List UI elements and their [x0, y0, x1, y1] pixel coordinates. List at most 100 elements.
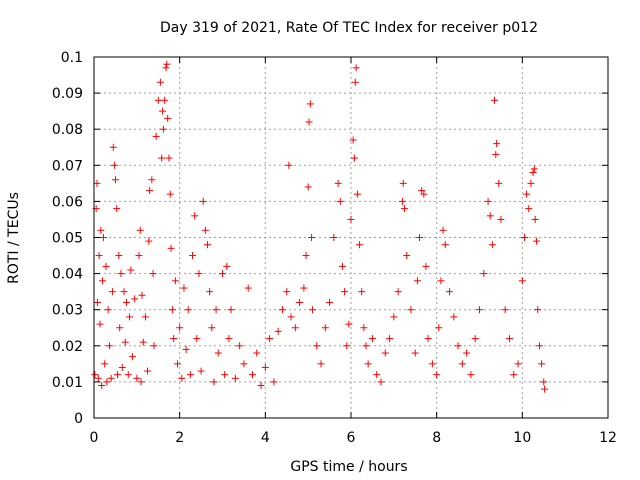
data-point [304, 183, 312, 191]
data-point [439, 226, 447, 234]
data-point [510, 371, 518, 379]
data-point [123, 298, 131, 306]
data-point [458, 360, 466, 368]
y-tick-label: 0 [74, 411, 83, 427]
data-point [104, 306, 112, 314]
data-point [111, 176, 119, 184]
data-point [107, 374, 115, 382]
data-point [139, 338, 147, 346]
data-point [146, 187, 154, 195]
data-point [488, 241, 496, 249]
x-tick-label: 0 [90, 430, 99, 446]
data-point [401, 205, 409, 213]
data-point [291, 324, 299, 332]
data-point [164, 114, 172, 122]
data-point [225, 335, 233, 343]
data-point [144, 367, 152, 375]
data-point [162, 64, 170, 72]
data-point [274, 327, 282, 335]
data-point [227, 306, 235, 314]
data-point [158, 154, 166, 162]
data-point [91, 371, 99, 379]
data-point [306, 100, 314, 108]
data-point [93, 298, 101, 306]
data-point [210, 378, 218, 386]
data-point [317, 360, 325, 368]
data-point [538, 360, 546, 368]
data-point [364, 360, 372, 368]
data-point [484, 197, 492, 205]
data-point [390, 313, 398, 321]
data-point [422, 262, 430, 270]
data-point [231, 374, 239, 382]
data-point [199, 197, 207, 205]
data-point [505, 335, 513, 343]
data-point [141, 313, 149, 321]
y-tick-label: 0.05 [52, 231, 83, 247]
data-point [467, 371, 475, 379]
data-point [377, 378, 385, 386]
data-point [121, 338, 129, 346]
y-tick-label: 0.08 [52, 122, 83, 138]
data-point [351, 78, 359, 86]
data-point [535, 342, 543, 350]
y-tick-label: 0.1 [61, 50, 83, 66]
data-point [114, 371, 122, 379]
data-point [184, 306, 192, 314]
data-point [495, 179, 503, 187]
data-point [137, 378, 145, 386]
data-point [201, 226, 209, 234]
data-point [300, 284, 308, 292]
axis-ticks [93, 56, 609, 419]
data-point [95, 252, 103, 260]
data-point [208, 324, 216, 332]
data-point [540, 378, 548, 386]
data-point [341, 288, 349, 296]
data-point [212, 306, 220, 314]
data-point [501, 306, 509, 314]
data-point [174, 360, 182, 368]
data-point [283, 288, 291, 296]
y-tick-label: 0.09 [52, 86, 83, 102]
data-point [362, 342, 370, 350]
data-point [527, 179, 535, 187]
data-point [398, 197, 406, 205]
data-point [152, 132, 160, 140]
data-point [285, 161, 293, 169]
data-point [308, 306, 316, 314]
data-point [133, 374, 141, 382]
data-point [345, 320, 353, 328]
data-point [296, 298, 304, 306]
data-point [138, 291, 146, 299]
data-point [532, 237, 540, 245]
data-point [416, 234, 424, 241]
data-point [486, 212, 494, 220]
x-tick-label: 6 [347, 430, 356, 446]
data-point [214, 349, 222, 357]
data-point [305, 118, 313, 126]
data-point [126, 313, 134, 321]
data-point [145, 237, 153, 245]
data-point [204, 241, 212, 249]
data-point [129, 353, 137, 361]
data-point [154, 96, 162, 104]
data-point [270, 378, 278, 386]
data-point [381, 349, 389, 357]
data-point [437, 277, 445, 285]
data-point [313, 342, 321, 350]
data-point [287, 313, 295, 321]
data-point [191, 212, 199, 220]
data-point [168, 306, 176, 314]
data-point [353, 190, 361, 198]
data-point [136, 226, 144, 234]
data-point [413, 277, 421, 285]
data-point [186, 371, 194, 379]
data-point [223, 262, 231, 270]
data-point [407, 306, 415, 314]
y-tick-label: 0.04 [52, 267, 83, 283]
data-point [135, 252, 143, 260]
data-point [476, 306, 483, 314]
data-point [525, 205, 533, 213]
data-point [518, 277, 526, 285]
